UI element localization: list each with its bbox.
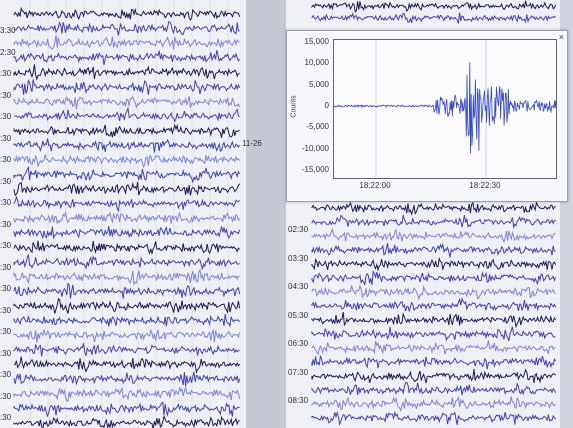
seismogram-trace [311,410,556,427]
row-time-label: :30 [0,176,12,186]
row-time-label: :30 [0,112,12,121]
seismogram-trace [311,355,557,370]
row-time-label: :30 [0,133,12,143]
row-time-label: :30 [0,391,12,401]
row-time-label: :30 [0,69,12,78]
seismogram-trace [13,50,241,66]
x-tick-label: 18:22:30 [469,181,501,190]
seismogram-trace [13,282,241,299]
seismogram-trace [311,227,556,244]
seismogram-trace [311,200,556,216]
right-top-seismogram-strip [286,0,560,30]
panel-divider [246,0,286,428]
seismogram-trace [311,256,557,272]
seismogram-trace [311,312,557,329]
seismogram-trace [13,343,240,357]
left-seismogram-traces [13,0,241,428]
row-time-label: :30 [0,90,12,100]
row-time-label: :30 [0,348,12,358]
seismogram-trace [13,254,240,270]
seismogram-trace [13,154,241,169]
seismogram-trace [13,181,241,197]
y-tick-label: -15,000 [301,165,329,174]
waveform-chart [334,40,556,178]
seismogram-trace [13,78,241,95]
seismogram-trace [13,165,241,184]
seismogram-trace [13,414,240,428]
seismogram-trace [311,326,556,342]
row-time-label: 02:30 [288,225,309,234]
seismogram-trace [311,368,556,384]
row-time-label: :30 [0,370,12,379]
row-time-label: 2:30 [0,47,16,57]
seismogram-trace [311,214,556,229]
row-time-label: 03:30 [288,253,309,263]
row-time-label: 06:30 [288,339,309,348]
seismogram-trace [13,123,240,138]
seismogram-trace [311,284,556,301]
seismogram-trace [311,270,557,286]
seismogram-trace [311,242,556,258]
y-tick-label: 0 [324,101,329,110]
seismogram-trace [13,210,240,225]
y-tick-label: -5,000 [306,122,329,132]
seismogram-trace [13,64,240,81]
row-time-label: 04:30 [288,282,309,291]
y-tick-label: 10,000 [304,58,329,68]
row-time-label: 07:30 [288,367,309,377]
close-icon[interactable]: × [558,32,564,42]
seismogram-trace [13,95,241,110]
seismogram-trace [13,226,241,240]
row-time-label: :30 [0,284,12,293]
left-helicorder-panel: 3:30 2:30 :30 :30 :30 :30 :30 :30 :30 :30 :30 :30 :3… [0,0,246,428]
row-time-label: 05:30 [288,310,309,320]
seismogram-trace [13,138,241,153]
right-helicorder-panel: 02:30 03:30 04:30 05:30 06:30 07:30 08:30 [286,200,560,428]
seismogram-trace [311,395,557,413]
waveform-popup-window[interactable]: × Counts 15,000 10,000 5,000 0 -5,000 -10,000… [286,30,568,202]
seismogram-trace [13,297,241,314]
y-tick-label: 5,000 [308,79,329,89]
seismogram-trace [13,314,241,328]
seismogram-trace [13,386,241,402]
row-time-label: :30 [0,305,12,315]
seismogram-trace [311,12,556,24]
y-tick-label: -10,000 [301,143,329,153]
seismogram-trace [13,356,240,374]
seismogram-trace [13,106,240,123]
seismogram-trace [311,340,556,356]
waveform-trace [334,62,556,154]
y-tick-label: 15,000 [304,37,329,46]
right-top-traces [311,0,557,24]
row-time-label: :30 [0,219,12,229]
seismogram-trace [311,296,557,313]
seismogram-trace [13,401,240,418]
row-time-label: :30 [0,327,12,336]
row-time-label: :30 [0,413,12,422]
row-time-label: :30 [0,262,12,272]
seismogram-trace [13,195,240,213]
row-marker-label: 11-26 [242,139,262,148]
row-time-label: :30 [0,241,12,250]
seismogram-trace [13,371,241,387]
x-tick-label: 18:22:00 [359,181,391,190]
seismogram-trace [13,268,240,287]
seismogram-trace [13,20,240,36]
row-time-label: 3:30 [0,26,16,35]
waveform-plot-area [333,39,557,179]
seismogram-trace [311,0,557,14]
row-time-label: :30 [0,155,12,164]
seismogram-trace [13,328,241,343]
seismogram-trace [13,240,240,255]
seismogram-trace [13,34,240,50]
right-seismogram-traces [311,200,557,427]
seismogram-trace [13,6,241,22]
row-time-label: :30 [0,198,12,207]
row-time-label: 08:30 [288,396,309,405]
seismogram-trace [311,381,557,396]
